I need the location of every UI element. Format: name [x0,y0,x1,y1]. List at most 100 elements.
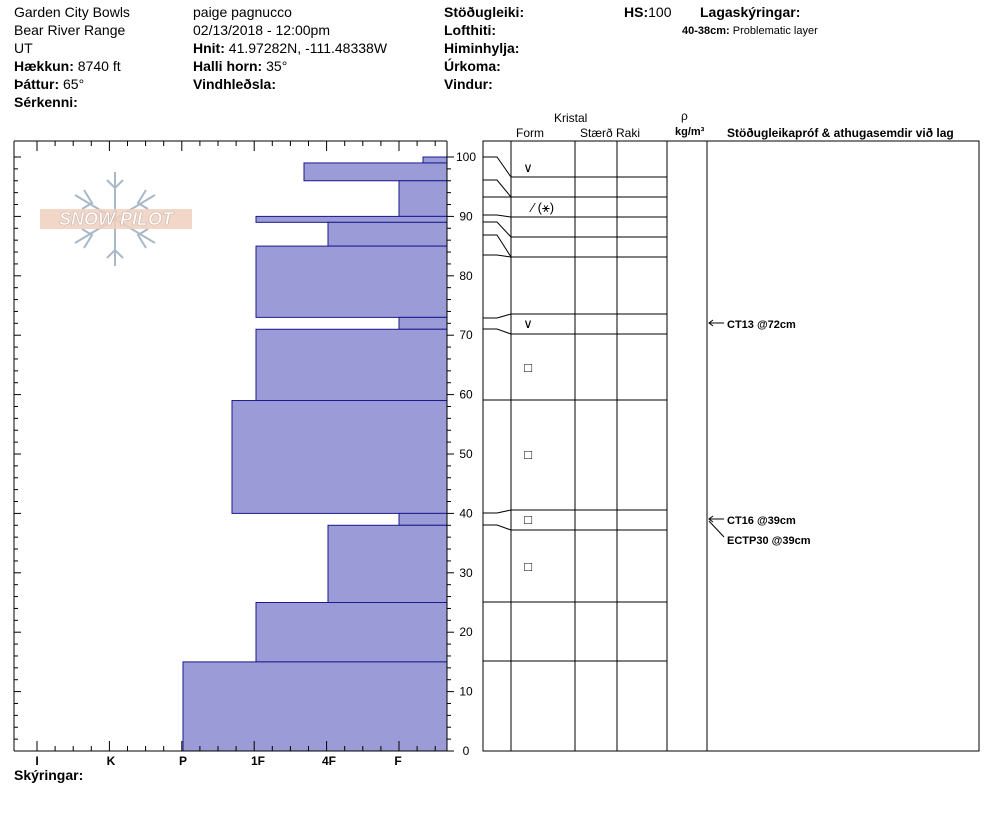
aspect: Þáttur: 65° [14,76,84,92]
test-arrow-head [708,515,714,523]
coordinates: Hnit: 41.97282N, -111.48338W [193,40,387,56]
form-header: Form [516,126,544,140]
coords-label: Hnit: [193,40,225,56]
test-label: ECTP30 @39cm [727,535,811,547]
hs: HS:100 [624,4,671,20]
slope-value: 35° [266,58,288,74]
layer-grid [482,140,980,752]
hardness-bar [255,602,448,663]
precip-label: Úrkoma: [444,58,501,74]
hs-label: HS: [624,4,649,20]
elevation: Hækkun: 8740 ft [14,58,121,74]
height-tick-label: 0 [463,744,470,758]
features-label: Sérkenni: [14,94,78,110]
elevation-label: Hækkun: [14,58,74,74]
location-name: Garden City Bowls [14,4,130,20]
coords-value: 41.97282N, -111.48338W [228,40,388,56]
state-name: UT [14,40,33,56]
grain-symbol: □ [524,512,532,527]
observer-name: paige pagnucco [193,4,292,20]
wind-loading-label: Vindhleðsla: [193,76,276,92]
rho-header: ρ [681,109,688,123]
hardness-tick-label: 1F [251,754,265,768]
height-tick-label: 40 [459,506,473,520]
layer-connector [483,313,512,319]
stability-tests: CT13 @72cm CT16 @39cm ECTP30 @39cm [708,319,811,547]
hardness-tick-label: K [107,754,116,768]
hardness-bar [327,524,448,604]
stability-label: Stöðugleiki: [444,4,525,20]
hardness-bar [422,156,448,164]
grain-symbol: □ [524,447,532,462]
layer-connector [483,509,512,514]
height-tick-label: 90 [459,209,473,223]
notes-label: Skýringar: [14,767,84,783]
hardness-tick-label: P [179,754,187,768]
hardness-bar [327,221,448,247]
layer-note: 40-38cm: Problematic layer [682,23,818,39]
obs-datetime: 02/13/2018 - 12:00pm [193,22,330,38]
hardness-bar [255,328,448,402]
hardness-axis: 0 10 20 30 40 50 60 70 80 90 100 I K P 1F 4F F [13,140,476,768]
hardness-bar [398,180,448,217]
moisture-header: Raki [616,126,641,140]
layer-connector [483,156,512,178]
hardness-bar [255,215,448,223]
hardness-bar [255,245,448,318]
hardness-bars [182,156,448,752]
grain-symbol: ∨ [523,316,533,331]
height-tick-label: 20 [459,625,473,639]
logo-banner [40,209,192,229]
height-tick-label: 60 [459,388,473,402]
air-temp-label: Lofthiti: [444,22,497,38]
layer-connector [483,214,512,218]
density-unit-header: kg/m³ [675,126,705,138]
test-label: CT13 @72cm [727,319,796,331]
height-tick-label: 30 [459,566,473,580]
stability-notes-header: Stöðugleikapróf & athugasemdir við lag [727,126,954,140]
logo-text: SNOW PILOT [59,209,175,229]
height-tick-label: 70 [459,328,473,342]
hardness-bar [182,661,448,752]
layer-connector [483,234,512,258]
range-name: Bear River Range [14,22,126,38]
height-tick-label: 100 [456,150,476,164]
hardness-bar [231,400,448,514]
layer-note-range: 40-38cm: [682,25,730,37]
layer-connector [483,221,512,238]
wind-label: Vindur: [444,76,493,92]
layer-note-text: Problematic layer [732,25,818,37]
slope-angle: Halli horn: 35° [193,58,287,74]
grain-symbol: ⁄ (⚹) [529,200,554,215]
grid-frame [482,140,980,752]
grain-symbol: □ [524,559,532,574]
snowpilot-logo: SNOW PILOT [40,172,192,266]
size-header: Stærð [580,126,613,140]
layer-connector [483,179,512,198]
hardness-bar [398,316,448,330]
hs-value: 100 [648,4,672,20]
aspect-label: Þáttur: [14,76,60,92]
layer-notes-label: Lagaskýringar: [700,4,801,20]
grain-symbol: ∨ [523,160,533,175]
hardness-tick-label: 4F [322,754,336,768]
layer-connector [483,328,512,335]
grain-symbols: ∨ ⁄ (⚹) ∨ □ □ □ □ [523,160,554,574]
layer-connector [483,524,512,531]
sky-label: Himinhylja: [444,40,520,56]
slope-label: Halli horn: [193,58,263,74]
aspect-value: 65° [63,76,85,92]
elevation-value: 8740 ft [77,58,121,74]
test-arrow [708,520,725,538]
hardness-bar [398,512,448,526]
crystal-header: Kristal [554,111,588,125]
hardness-bar [303,162,448,182]
hardness-tick-label: I [35,754,38,768]
height-tick-label: 10 [459,685,473,699]
test-arrow-head [708,319,714,327]
grain-symbol: □ [524,360,532,375]
layer-connector [483,254,512,258]
hardness-tick-label: F [394,754,401,768]
test-label: CT16 @39cm [727,515,796,527]
